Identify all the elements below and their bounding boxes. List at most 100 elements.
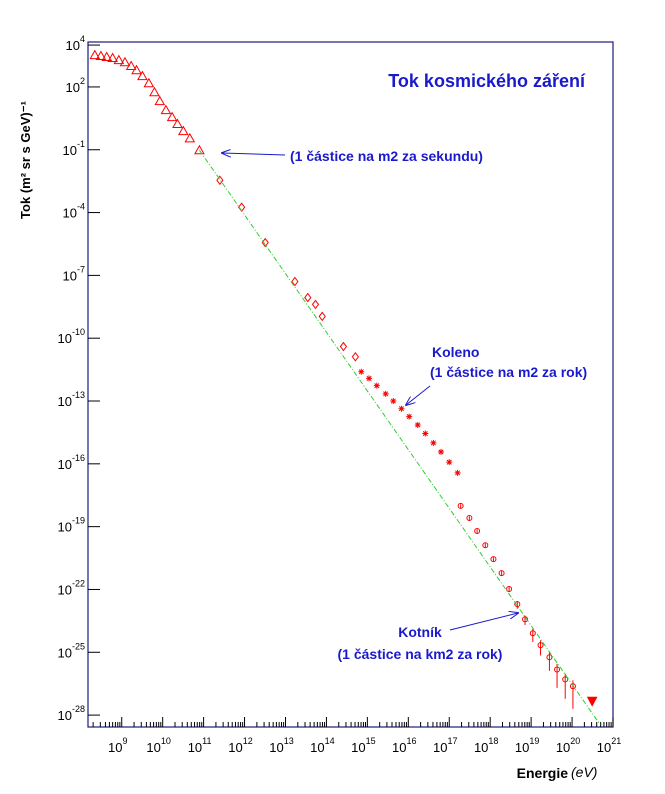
- x-tick-base: 10: [188, 740, 202, 755]
- x-tick-exponent: 12: [243, 736, 253, 746]
- x-tick-base: 10: [474, 740, 488, 755]
- arrow: [449, 613, 518, 631]
- y-tick-label: 10-1: [63, 139, 85, 158]
- y-tick-exponent: -16: [72, 453, 85, 463]
- x-tick-exponent: 17: [447, 736, 457, 746]
- x-tick-exponent: 18: [488, 736, 498, 746]
- triangle-marker: [177, 125, 189, 136]
- y-tick-base: 10: [58, 394, 72, 409]
- x-tick-label: 1018: [474, 736, 498, 755]
- x-tick-base: 10: [515, 740, 529, 755]
- y-tick-exponent: -25: [72, 641, 85, 651]
- circle-marker: [537, 642, 544, 649]
- diamond-marker: [311, 299, 320, 310]
- y-tick-label: 10-13: [58, 390, 85, 409]
- diamond-marker: [291, 276, 299, 287]
- star-marker: [390, 398, 397, 405]
- x-axis-unit: (eV): [571, 764, 597, 780]
- x-tick-exponent: 16: [407, 736, 417, 746]
- triangle-marker: [113, 54, 125, 65]
- y-tick-base: 10: [66, 38, 80, 53]
- x-tick-base: 10: [392, 740, 406, 755]
- triangle-marker: [154, 95, 166, 106]
- chart-title: Tok kosmického záření: [388, 71, 586, 91]
- triangle-marker: [119, 56, 131, 67]
- y-tick-label: 10-16: [58, 453, 85, 472]
- triangle-marker: [149, 86, 160, 97]
- y-tick-exponent: -1: [77, 139, 85, 149]
- x-tick-label: 1020: [556, 736, 580, 755]
- x-tick-exponent: 21: [611, 736, 621, 746]
- arrow: [406, 385, 431, 405]
- triangle-marker: [137, 70, 148, 81]
- triangle-marker: [166, 111, 178, 122]
- star-marker: [446, 459, 453, 466]
- annotations: (1 částice na m2 za sekundu) Koleno (1 čás…: [290, 148, 587, 662]
- star-marker: [382, 390, 389, 397]
- annotation: (1 částice na m2 za sekundu): [290, 148, 483, 164]
- y-tick-label: 102: [66, 76, 85, 95]
- star-marker: [430, 439, 437, 446]
- triangle-marker: [194, 144, 205, 155]
- x-tick-exponent: 11: [202, 736, 211, 746]
- y-tick-base: 10: [63, 143, 77, 158]
- x-tick-exponent: 10: [161, 736, 171, 746]
- star-marker: [454, 469, 461, 476]
- x-tick-label: 1021: [597, 736, 621, 755]
- y-tick-exponent: -13: [72, 390, 85, 400]
- y-tick-exponent: -7: [77, 264, 85, 274]
- x-tick-label: 109: [108, 736, 127, 755]
- x-tick-exponent: 14: [325, 736, 335, 746]
- x-tick-base: 10: [351, 740, 365, 755]
- y-tick-base: 10: [63, 268, 77, 283]
- triangle-marker: [172, 118, 183, 128]
- circle-marker: [498, 570, 505, 577]
- y-tick-label: 10-4: [63, 202, 85, 221]
- triangle-marker: [95, 50, 107, 61]
- x-tick-label: 1015: [351, 736, 375, 755]
- x-tick-label: 1010: [146, 736, 170, 755]
- y-tick-base: 10: [63, 206, 77, 221]
- x-tick-label: 1016: [392, 736, 416, 755]
- x-tick-exponent: 20: [570, 736, 580, 746]
- y-tick-base: 10: [58, 645, 72, 660]
- x-tick-base: 10: [433, 740, 447, 755]
- diamond-marker: [351, 351, 360, 362]
- triangle-marker: [101, 51, 113, 61]
- y-tick-base: 10: [58, 331, 72, 346]
- circle-marker: [514, 601, 521, 608]
- star-marker: [358, 368, 365, 375]
- x-axis-label: Energie: [517, 765, 569, 781]
- star-marker: [398, 405, 405, 412]
- circle-marker: [506, 586, 513, 593]
- circle-marker: [529, 630, 536, 637]
- circle-marker: [546, 654, 553, 661]
- star-marker: [366, 375, 373, 382]
- y-tick-base: 10: [66, 80, 80, 95]
- circle-marker: [482, 542, 489, 549]
- triangle-marker: [131, 64, 142, 75]
- circle-marker: [554, 666, 561, 673]
- triangle-marker: [125, 60, 137, 70]
- x-tick-exponent: 9: [122, 736, 127, 746]
- y-tick-base: 10: [58, 457, 72, 472]
- x-tick-base: 10: [146, 740, 160, 755]
- diamond-marker: [318, 311, 326, 322]
- y-tick-exponent: 4: [80, 34, 85, 44]
- y-tick-exponent: -22: [72, 578, 85, 588]
- ticks: 109 1010 1011 1012 1013 1014 1015 1016 1017 1018 1…: [58, 34, 622, 755]
- circle-marker: [474, 527, 481, 534]
- star-marker: [422, 430, 429, 437]
- circle-marker: [466, 514, 473, 521]
- x-tick-label: 1012: [228, 736, 252, 755]
- fit-line: [199, 149, 600, 724]
- circle-marker: [562, 676, 569, 683]
- star-marker: [438, 448, 445, 455]
- y-tick-base: 10: [58, 520, 72, 535]
- x-tick-base: 10: [310, 740, 324, 755]
- triangle-marker: [143, 77, 155, 88]
- y-tick-base: 10: [58, 582, 72, 597]
- y-tick-label: 10-19: [58, 516, 85, 535]
